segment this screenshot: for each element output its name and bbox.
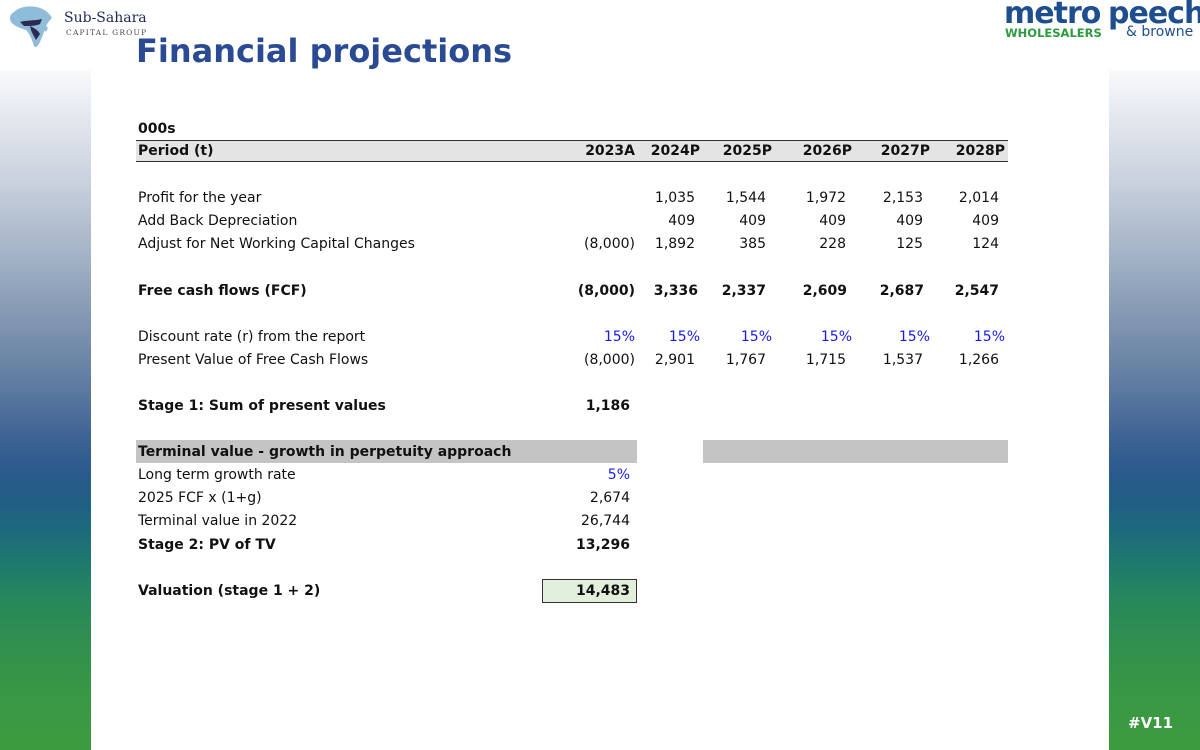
row-label-nwc: Adjust for Net Working Capital Changes: [138, 236, 415, 252]
value-cell: 409: [819, 213, 846, 229]
value-cell: 2,153: [882, 190, 923, 206]
value-cell: 15%: [603, 329, 635, 345]
terminal-value: 26,744: [581, 513, 630, 529]
value-cell: 2,337: [721, 283, 766, 299]
value-cell: 15%: [898, 329, 930, 345]
page-title: Financial projections: [136, 32, 513, 70]
value-cell: (8,000): [583, 236, 635, 252]
value-cell: 2,609: [802, 283, 847, 299]
stage1-label: Stage 1: Sum of present values: [138, 398, 386, 414]
header-row-band: [136, 140, 1008, 162]
value-cell: 1,767: [725, 352, 766, 368]
value-cell: 409: [972, 213, 999, 229]
growth-label: Long term growth rate: [138, 467, 296, 483]
terminal-heading-band-right: [703, 440, 1008, 463]
value-cell: 15%: [740, 329, 772, 345]
value-cell: 1,892: [654, 236, 695, 252]
value-cell: 125: [896, 236, 923, 252]
value-cell: 2,547: [954, 283, 999, 299]
value-cell: 1,537: [882, 352, 923, 368]
row-label-depreciation: Add Back Depreciation: [138, 213, 298, 229]
row-label-discount: Discount rate (r) from the report: [138, 329, 366, 345]
row-label-pv: Present Value of Free Cash Flows: [138, 352, 369, 368]
value-cell: (8,000): [583, 352, 635, 368]
metro-subtitle: WHOLESALERS: [1005, 26, 1102, 40]
row-label-profit: Profit for the year: [138, 190, 262, 206]
year-header: 2026P: [802, 143, 852, 159]
valuation-label: Valuation (stage 1 + 2): [138, 583, 321, 599]
peech-browne-logo: peech & browne: [1108, 0, 1200, 44]
terminal-heading: Terminal value - growth in perpetuity ap…: [138, 444, 512, 460]
value-cell: 1,035: [654, 190, 695, 206]
terminal-heading-band: [136, 440, 637, 463]
header-band: [0, 0, 1200, 70]
value-cell: 15%: [668, 329, 700, 345]
value-cell: 1,715: [805, 352, 846, 368]
value-cell: (8,000): [577, 283, 635, 299]
version-tag: #V11: [1128, 714, 1174, 732]
sub-sahara-name: Sub-Sahara: [64, 10, 147, 26]
stage2-value: 13,296: [575, 537, 630, 553]
period-label: Period (t): [138, 143, 214, 159]
content-panel: [91, 70, 1109, 750]
growth-value: 5%: [607, 467, 630, 483]
value-cell: 15%: [820, 329, 852, 345]
value-cell: 1,972: [805, 190, 846, 206]
valuation-box: [542, 579, 637, 603]
africa-map-icon: [10, 6, 52, 48]
value-cell: 2,901: [654, 352, 695, 368]
metro-logo: metro WHOLESALERS: [1004, 0, 1104, 44]
peech-word: peech: [1108, 0, 1200, 31]
sub-sahara-subtitle: CAPITAL GROUP: [66, 28, 148, 37]
value-cell: 3,336: [653, 283, 698, 299]
year-header: 2024P: [650, 143, 700, 159]
value-cell: 1,544: [725, 190, 766, 206]
value-cell: 2,014: [958, 190, 999, 206]
value-cell: 228: [819, 236, 846, 252]
stage2-label: Stage 2: PV of TV: [138, 537, 276, 553]
value-cell: 2,687: [879, 283, 924, 299]
row-label-fcf: Free cash flows (FCF): [138, 283, 307, 299]
fcf-growth-label: 2025 FCF x (1+g): [138, 490, 262, 506]
valuation-value: 14,483: [575, 583, 630, 599]
fcf-growth-value: 2,674: [589, 490, 630, 506]
value-cell: 15%: [973, 329, 1005, 345]
year-header: 2023A: [585, 143, 635, 159]
year-header: 2027P: [880, 143, 930, 159]
unit-label: 000s: [138, 121, 176, 137]
value-cell: 409: [896, 213, 923, 229]
terminal-value-label: Terminal value in 2022: [138, 513, 298, 529]
value-cell: 409: [668, 213, 695, 229]
value-cell: 409: [739, 213, 766, 229]
value-cell: 1,266: [958, 352, 999, 368]
stage1-value: 1,186: [585, 398, 630, 414]
browne-word: & browne: [1126, 24, 1194, 40]
value-cell: 124: [972, 236, 999, 252]
sub-sahara-logo: Sub-Sahara CAPITAL GROUP: [6, 4, 166, 50]
metro-word: metro: [1004, 0, 1101, 31]
year-header: 2028P: [955, 143, 1005, 159]
value-cell: 385: [739, 236, 766, 252]
year-header: 2025P: [722, 143, 772, 159]
